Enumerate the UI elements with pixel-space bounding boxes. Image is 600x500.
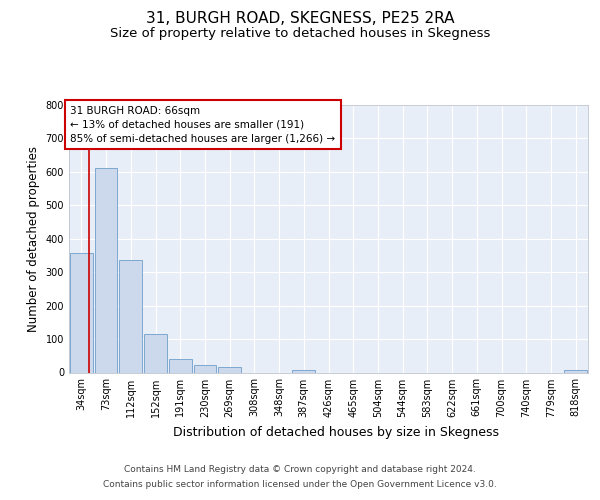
Bar — [144, 334, 167, 372]
Bar — [119, 260, 142, 372]
Text: 31 BURGH ROAD: 66sqm
← 13% of detached houses are smaller (191)
85% of semi-deta: 31 BURGH ROAD: 66sqm ← 13% of detached h… — [70, 106, 335, 144]
Bar — [564, 370, 587, 372]
Text: Size of property relative to detached houses in Skegness: Size of property relative to detached ho… — [110, 28, 490, 40]
Bar — [194, 365, 216, 372]
Text: Contains HM Land Registry data © Crown copyright and database right 2024.: Contains HM Land Registry data © Crown c… — [124, 465, 476, 474]
Bar — [169, 359, 191, 372]
Bar — [70, 253, 93, 372]
Bar — [95, 168, 118, 372]
Text: Distribution of detached houses by size in Skegness: Distribution of detached houses by size … — [173, 426, 499, 439]
Text: Contains public sector information licensed under the Open Government Licence v3: Contains public sector information licen… — [103, 480, 497, 489]
Bar — [292, 370, 315, 372]
Y-axis label: Number of detached properties: Number of detached properties — [27, 146, 40, 332]
Bar — [218, 367, 241, 372]
Text: 31, BURGH ROAD, SKEGNESS, PE25 2RA: 31, BURGH ROAD, SKEGNESS, PE25 2RA — [146, 11, 454, 26]
